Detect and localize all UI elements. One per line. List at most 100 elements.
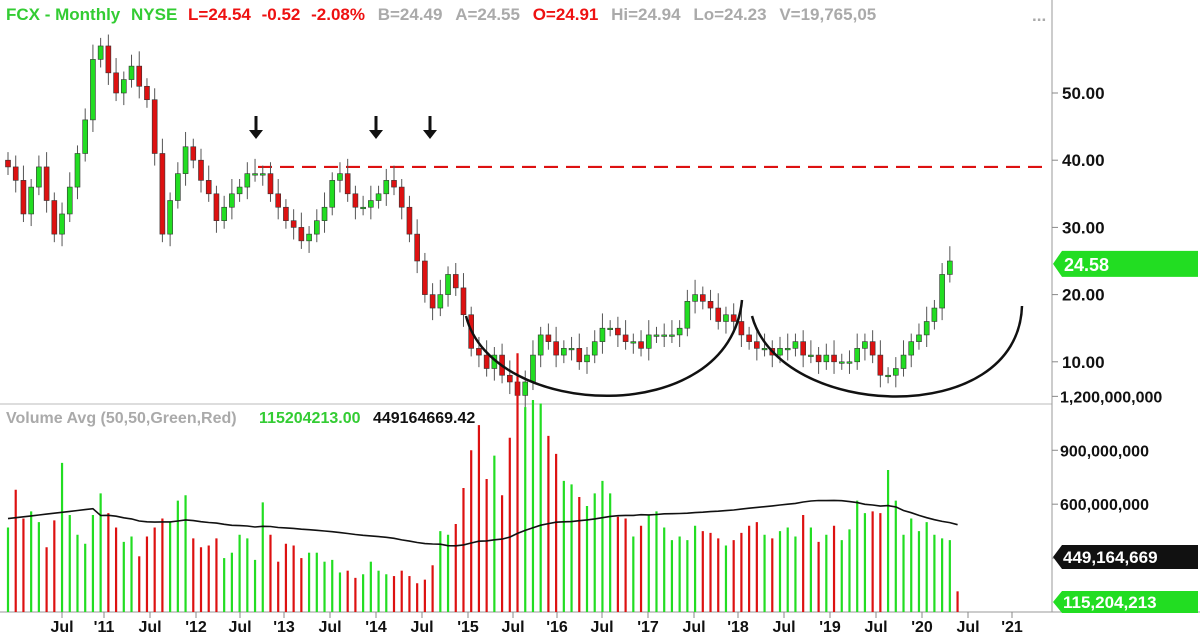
- candle-body: [429, 294, 436, 309]
- volume-tick-label: 900,000,000: [1060, 443, 1149, 460]
- candle-body: [113, 72, 119, 94]
- candle-body: [221, 206, 227, 221]
- candle-body: [383, 180, 390, 195]
- volume-value-label: 115204213.00: [259, 410, 361, 427]
- candle-body: [190, 146, 197, 161]
- candle-body: [121, 79, 127, 94]
- candle-body: [723, 314, 729, 322]
- candle-body: [460, 287, 467, 316]
- candle-body: [5, 159, 11, 168]
- candle-body: [136, 65, 143, 87]
- time-tick-label: Jul: [410, 619, 433, 636]
- badge-bg: [1053, 250, 1198, 277]
- time-tick-label: '12: [185, 619, 207, 636]
- time-tick-label: '18: [727, 619, 749, 636]
- candle-body: [398, 186, 405, 208]
- candle-body: [862, 341, 868, 349]
- candle-body: [754, 341, 760, 349]
- low-label: Lo=24.23: [693, 5, 767, 24]
- symbol-label: FCX - Monthly: [6, 5, 121, 24]
- candle-body: [360, 206, 366, 210]
- candle-body: [352, 193, 359, 208]
- time-tick-label: Jul: [318, 619, 341, 636]
- down-arrow-icon: [249, 116, 263, 139]
- volume-avg-label: 449164669.42: [372, 410, 476, 427]
- candle-body: [553, 341, 559, 356]
- candle-body: [59, 213, 65, 235]
- candle-body: [908, 341, 915, 356]
- volume-tick-label: 600,000,000: [1060, 497, 1149, 514]
- candle-body: [128, 65, 135, 80]
- last-price-badge: 24.58: [1053, 250, 1198, 277]
- candle-body: [939, 274, 945, 309]
- time-tick-label: '16: [546, 619, 568, 636]
- candle-body: [476, 348, 482, 356]
- time-tick-label: Jul: [50, 619, 73, 636]
- candle-body: [746, 334, 752, 342]
- candle-body: [51, 200, 58, 235]
- candles: [5, 34, 953, 408]
- time-tick-label: '15: [457, 619, 479, 636]
- volume-current-badge: 115,204,213: [1053, 591, 1198, 613]
- time-tick-label: Jul: [501, 619, 524, 636]
- candle-body: [599, 327, 606, 342]
- candle-body: [561, 348, 567, 356]
- candle-body: [800, 341, 806, 356]
- candle-body: [275, 193, 282, 208]
- more-dots-icon[interactable]: ...: [1032, 6, 1047, 25]
- chart-header: FCX - Monthly NYSE L=24.54 -0.52 -2.08% …: [6, 5, 876, 29]
- candle-body: [236, 186, 243, 195]
- change-pct-label: -2.08%: [311, 5, 365, 24]
- candle-body: [815, 354, 822, 363]
- last-price-label: L=24.54: [188, 5, 251, 24]
- candle-body: [808, 354, 814, 357]
- candle-body: [692, 294, 698, 302]
- candle-body: [306, 233, 312, 242]
- candle-body: [730, 314, 737, 322]
- candle-body: [74, 153, 81, 188]
- candle-body: [715, 307, 722, 322]
- candle-body: [506, 374, 513, 383]
- volume-header: Volume Avg (50,50,Green,Red) 115204213.0…: [6, 410, 475, 428]
- badge-bg: [1053, 545, 1198, 569]
- price-tick-label: 20.00: [1062, 286, 1105, 305]
- volume-label: V=19,765,05: [779, 5, 877, 24]
- volume-indicator-label: Volume Avg (50,50,Green,Red): [6, 410, 237, 427]
- candle-body: [97, 45, 104, 60]
- candle-body: [167, 200, 173, 235]
- candle-body: [20, 180, 27, 215]
- candle-body: [290, 220, 297, 228]
- high-label: Hi=24.94: [611, 5, 681, 24]
- candle-body: [661, 334, 668, 337]
- change-label: -0.52: [261, 5, 301, 24]
- candle-body: [684, 301, 691, 329]
- time-tick-label: Jul: [772, 619, 795, 636]
- candle-body: [66, 186, 73, 215]
- candle-body: [198, 159, 204, 181]
- time-tick-label: Jul: [956, 619, 979, 636]
- down-arrow-icon: [423, 116, 437, 139]
- badge-text: 115,204,213: [1063, 593, 1157, 612]
- price-tick-label: 30.00: [1062, 218, 1105, 237]
- candle-body: [885, 374, 891, 378]
- time-tick-label: Jul: [138, 619, 161, 636]
- time-tick-label: Jul: [228, 619, 251, 636]
- candle-body: [838, 361, 845, 364]
- candle-body: [82, 119, 88, 154]
- candle-body: [90, 59, 96, 121]
- candle-body: [591, 341, 598, 356]
- candle-body: [615, 327, 621, 336]
- candle-body: [267, 173, 274, 195]
- cup-arc-left: [464, 299, 744, 397]
- exchange-label: NYSE: [131, 5, 178, 24]
- bid-label: B=24.49: [377, 5, 443, 24]
- ask-label: A=24.55: [455, 5, 520, 24]
- candle-body: [568, 348, 575, 351]
- candle-body: [414, 233, 420, 262]
- candle-body: [761, 348, 768, 351]
- time-tick-label: Jul: [590, 619, 613, 636]
- candle-body: [537, 334, 544, 356]
- candle-body: [584, 354, 590, 363]
- open-label: O=24.91: [532, 5, 599, 24]
